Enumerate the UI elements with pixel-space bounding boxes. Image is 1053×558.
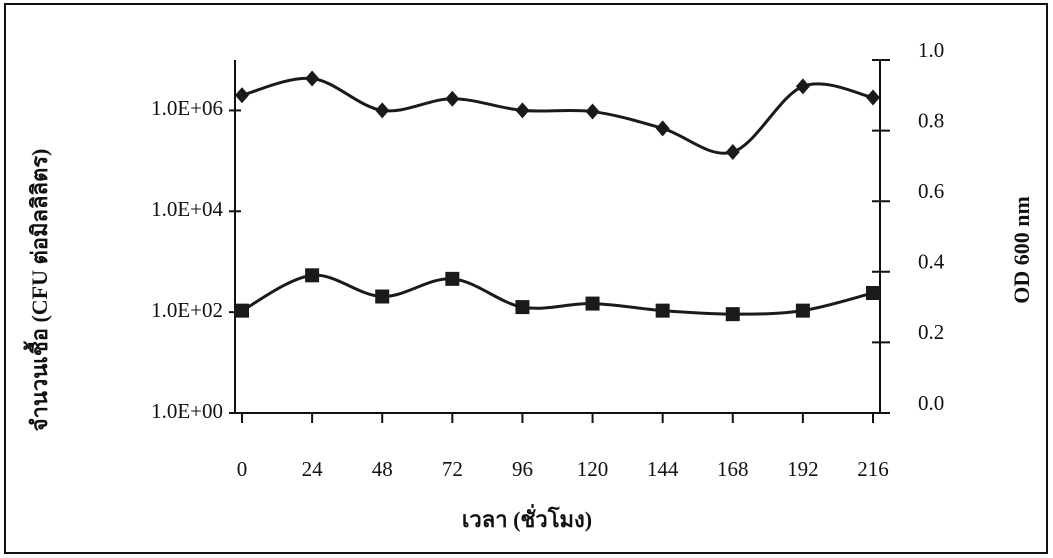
marker bbox=[445, 271, 460, 286]
y2-tick-label: 0.0 bbox=[918, 391, 944, 415]
x-tick-label: 48 bbox=[372, 457, 393, 481]
x-tick-label: 72 bbox=[442, 457, 463, 481]
series-line bbox=[241, 76, 874, 155]
x-tick-label: 96 bbox=[512, 457, 533, 481]
x-tick-label: 168 bbox=[717, 457, 749, 481]
x-tick-label: 144 bbox=[647, 457, 679, 481]
marker bbox=[655, 120, 670, 137]
marker bbox=[866, 89, 880, 106]
y-tick-label: 1.0E+04 bbox=[151, 197, 223, 221]
marker bbox=[795, 303, 810, 318]
y-tick-label: 1.0E+02 bbox=[151, 298, 223, 322]
marker bbox=[445, 90, 460, 107]
y2-tick-label: 0.6 bbox=[918, 179, 944, 203]
x-tick-label: 24 bbox=[302, 457, 324, 481]
y2-axis-label: OD 600 nm bbox=[1009, 196, 1034, 304]
x-axis-label: เวลา (ชั่วโมง) bbox=[462, 503, 592, 532]
marker bbox=[795, 78, 810, 95]
marker bbox=[585, 103, 600, 120]
marker bbox=[305, 70, 320, 87]
marker bbox=[375, 102, 390, 119]
marker bbox=[585, 296, 600, 311]
x-tick-label: 0 bbox=[237, 457, 248, 481]
y2-tick-label: 0.2 bbox=[918, 320, 944, 344]
chart-frame bbox=[4, 3, 1048, 554]
y-tick-label: 1.0E+00 bbox=[151, 399, 223, 423]
y-tick-label: 1.0E+06 bbox=[151, 96, 223, 120]
marker bbox=[305, 268, 320, 283]
marker bbox=[866, 285, 880, 300]
x-tick-label: 120 bbox=[577, 457, 609, 481]
marker bbox=[515, 300, 530, 315]
marker bbox=[725, 307, 740, 322]
marker bbox=[515, 102, 530, 119]
y2-tick-label: 1.0 bbox=[918, 38, 944, 62]
x-tick-label: 216 bbox=[857, 457, 889, 481]
y2-tick-label: 0.8 bbox=[918, 108, 944, 132]
marker bbox=[725, 143, 740, 160]
y2-tick-label: 0.4 bbox=[918, 250, 945, 274]
marker bbox=[235, 303, 249, 318]
y-axis-label: จำนวนเชื้อ (CFU ต่อมิลลิลิตร) bbox=[23, 149, 52, 432]
series-line bbox=[241, 273, 874, 316]
marker bbox=[235, 87, 249, 104]
marker bbox=[655, 303, 670, 318]
x-tick-label: 192 bbox=[787, 457, 819, 481]
marker bbox=[375, 289, 390, 304]
